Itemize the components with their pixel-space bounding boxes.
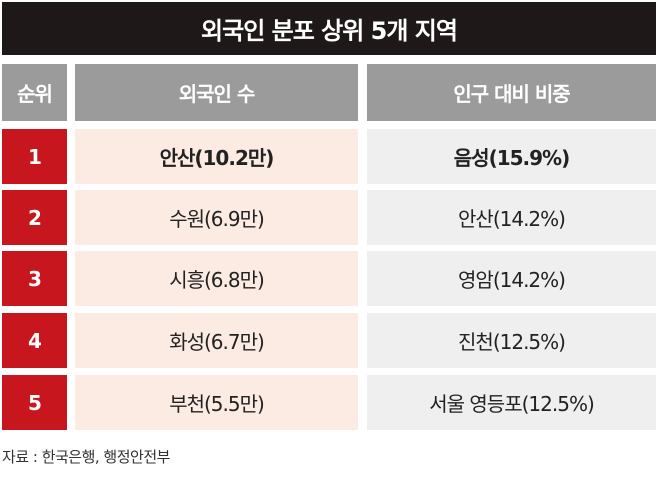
foreigner-count-cell: 수원(6.9만): [75, 190, 358, 245]
foreigner-count-cell: 화성(6.7만): [75, 313, 358, 368]
population-ratio-cell: 서울 영등포(12.5%): [367, 375, 656, 430]
rank-cell: 4: [2, 313, 67, 368]
population-ratio-cell: 진천(12.5%): [367, 313, 656, 368]
population-ratio-cell: 음성(15.9%): [367, 129, 656, 184]
rank-cell: 5: [2, 375, 67, 430]
source-note: 자료 : 한국은행, 행정안전부: [2, 448, 170, 466]
rank-cell: 2: [2, 190, 67, 245]
foreigner-count-cell: 안산(10.2만): [75, 129, 358, 184]
rank-cell: 1: [2, 129, 67, 184]
foreigner-count-cell: 부천(5.5만): [75, 375, 358, 430]
population-ratio-cell: 안산(14.2%): [367, 190, 656, 245]
rank-cell: 3: [2, 251, 67, 306]
foreigner-count-cell: 시흥(6.8만): [75, 251, 358, 306]
header-rank: 순위: [2, 64, 67, 121]
header-population-ratio: 인구 대비 비중: [367, 64, 656, 121]
header-foreigner-count: 외국인 수: [75, 64, 358, 121]
table-title: 외국인 분포 상위 5개 지역: [2, 2, 656, 55]
population-ratio-cell: 영암(14.2%): [367, 251, 656, 306]
